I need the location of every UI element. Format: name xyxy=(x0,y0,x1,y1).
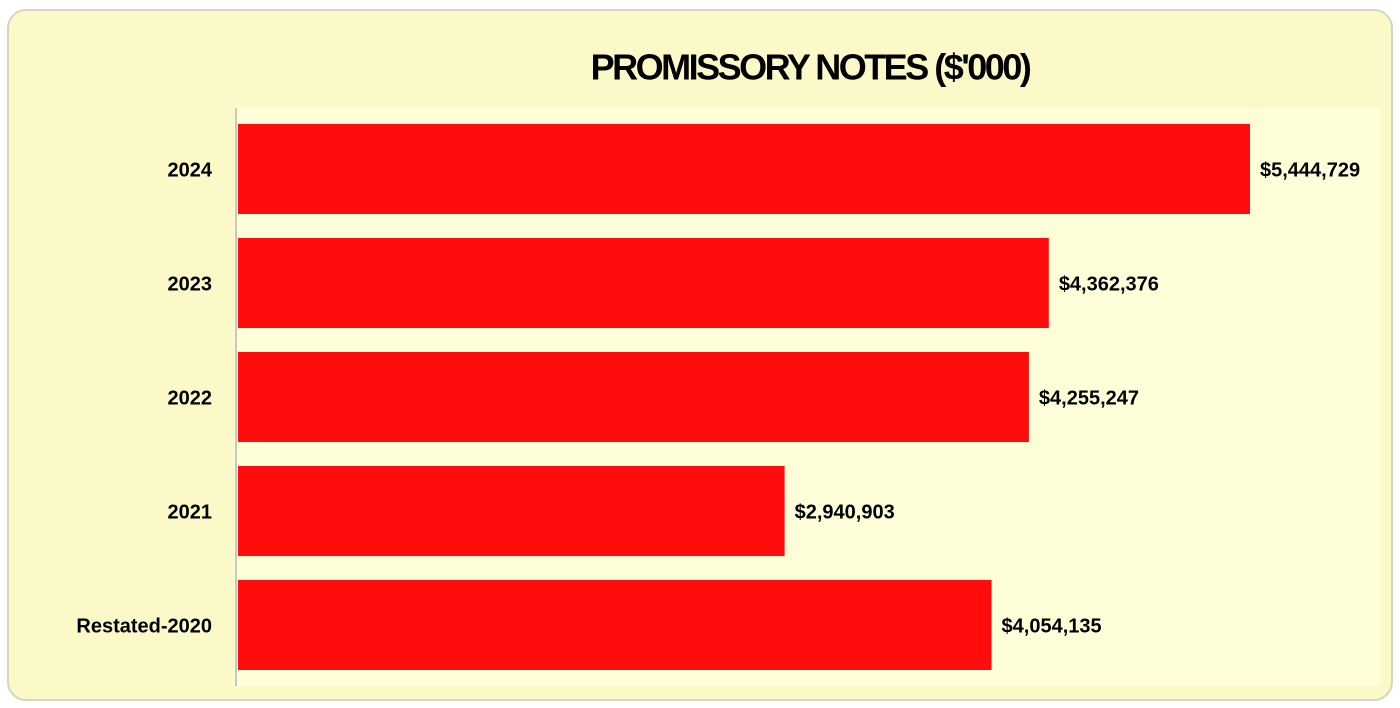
chart-title: PROMISSORY NOTES ($'000) xyxy=(591,47,1031,88)
bar xyxy=(238,580,992,670)
category-label: 2022 xyxy=(168,387,213,409)
value-label: $5,444,729 xyxy=(1260,159,1360,181)
value-label: $2,940,903 xyxy=(795,501,895,523)
value-label: $4,054,135 xyxy=(1002,615,1102,637)
value-label: $4,362,376 xyxy=(1059,273,1159,295)
category-label: 2023 xyxy=(168,273,213,295)
bar xyxy=(238,466,785,556)
value-label: $4,255,247 xyxy=(1039,387,1139,409)
category-label: 2024 xyxy=(168,159,213,181)
category-label: Restated-2020 xyxy=(76,615,212,637)
category-label: 2021 xyxy=(168,501,213,523)
bar xyxy=(238,124,1250,214)
bar xyxy=(238,238,1049,328)
bar xyxy=(238,352,1029,442)
